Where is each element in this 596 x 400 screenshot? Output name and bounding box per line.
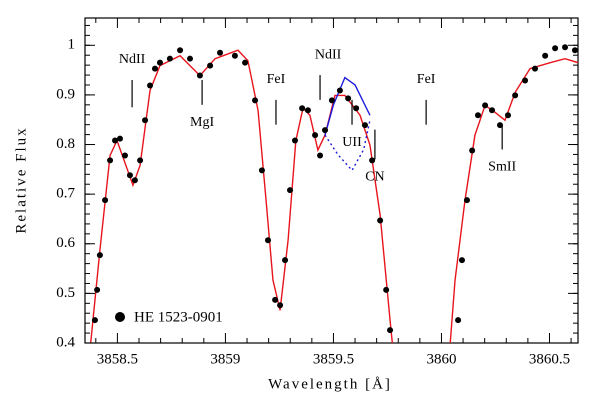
y-tick-label: 0.5 [56, 285, 75, 301]
data-point [126, 172, 133, 179]
data-point [272, 296, 279, 303]
legend-label: HE 1523-0901 [134, 309, 223, 325]
data-point [242, 59, 249, 66]
data-point [102, 197, 109, 204]
data-point [497, 122, 504, 129]
data-point [207, 62, 214, 69]
dotted-line [324, 120, 371, 172]
x-axis-label: Wavelength [Å] [268, 376, 392, 392]
data-point [474, 112, 481, 119]
data-point [336, 87, 343, 94]
model-line [89, 49, 578, 343]
data-point [322, 127, 329, 134]
data-point [489, 107, 496, 114]
data-point [196, 72, 203, 79]
y-tick-label: 0.4 [56, 334, 75, 350]
data-point [532, 65, 539, 72]
data-point [264, 237, 271, 244]
data-point [369, 157, 376, 164]
model-line [324, 76, 371, 136]
data-point [571, 47, 578, 54]
legend-marker [115, 312, 125, 322]
data-point [345, 95, 352, 102]
data-point [482, 102, 489, 109]
data-point [177, 47, 184, 54]
data-point [252, 97, 259, 104]
line-label: FeI [267, 72, 286, 87]
data-point [151, 65, 158, 72]
x-tick-label: 3859 [210, 351, 240, 367]
data-point [291, 137, 298, 144]
x-tick-label: 3860 [426, 351, 456, 367]
data-point [377, 217, 384, 224]
data-point [552, 45, 559, 52]
data-point [383, 286, 390, 293]
data-point [217, 49, 224, 56]
x-tick-label: 3859.5 [313, 351, 354, 367]
data-point [258, 167, 265, 174]
y-tick-label: 0.6 [56, 235, 75, 251]
data-point [361, 122, 368, 129]
data-point [131, 177, 138, 184]
data-point [231, 52, 238, 59]
y-tick-label: 1 [68, 37, 76, 53]
data-point [312, 132, 319, 139]
line-label: SmII [488, 160, 516, 175]
data-point [328, 97, 335, 104]
data-point [282, 257, 289, 264]
line-label: CN [365, 170, 384, 185]
data-point [277, 302, 284, 309]
data-point [455, 317, 462, 324]
line-label: MgI [190, 115, 214, 130]
data-point [147, 82, 154, 89]
data-point [505, 112, 512, 119]
data-point [96, 252, 103, 259]
data-point [94, 286, 101, 293]
x-tick-label: 3858.5 [97, 351, 138, 367]
data-point [116, 135, 123, 142]
data-point [542, 52, 549, 59]
plot-area [89, 44, 578, 343]
line-label: UII [342, 135, 362, 150]
line-label: FeI [417, 72, 436, 87]
x-tick-label: 3860.5 [529, 351, 570, 367]
data-point [304, 107, 311, 114]
y-axis-label: Relative Flux [13, 126, 29, 233]
data-point [121, 152, 128, 159]
data-point [317, 152, 324, 159]
data-point [469, 147, 476, 154]
data-point [287, 187, 294, 194]
data-point [353, 105, 360, 112]
data-point [458, 257, 465, 264]
data-point [91, 317, 98, 324]
data-point [463, 197, 470, 204]
data-point [156, 59, 163, 66]
y-tick-label: 0.7 [56, 186, 75, 202]
data-point [107, 157, 114, 164]
data-point [522, 77, 529, 84]
data-point [137, 157, 144, 164]
data-point [112, 137, 119, 144]
data-point [387, 327, 394, 334]
y-tick-label: 0.9 [56, 86, 75, 102]
plot-frame [84, 17, 579, 344]
data-point [166, 55, 173, 62]
data-point [512, 92, 519, 99]
line-label: NdII [119, 52, 146, 67]
data-point [142, 117, 149, 124]
y-tick-label: 0.8 [56, 136, 75, 152]
data-point [186, 55, 193, 62]
line-label: NdII [315, 47, 342, 62]
data-point [299, 105, 306, 112]
data-point [562, 44, 569, 51]
